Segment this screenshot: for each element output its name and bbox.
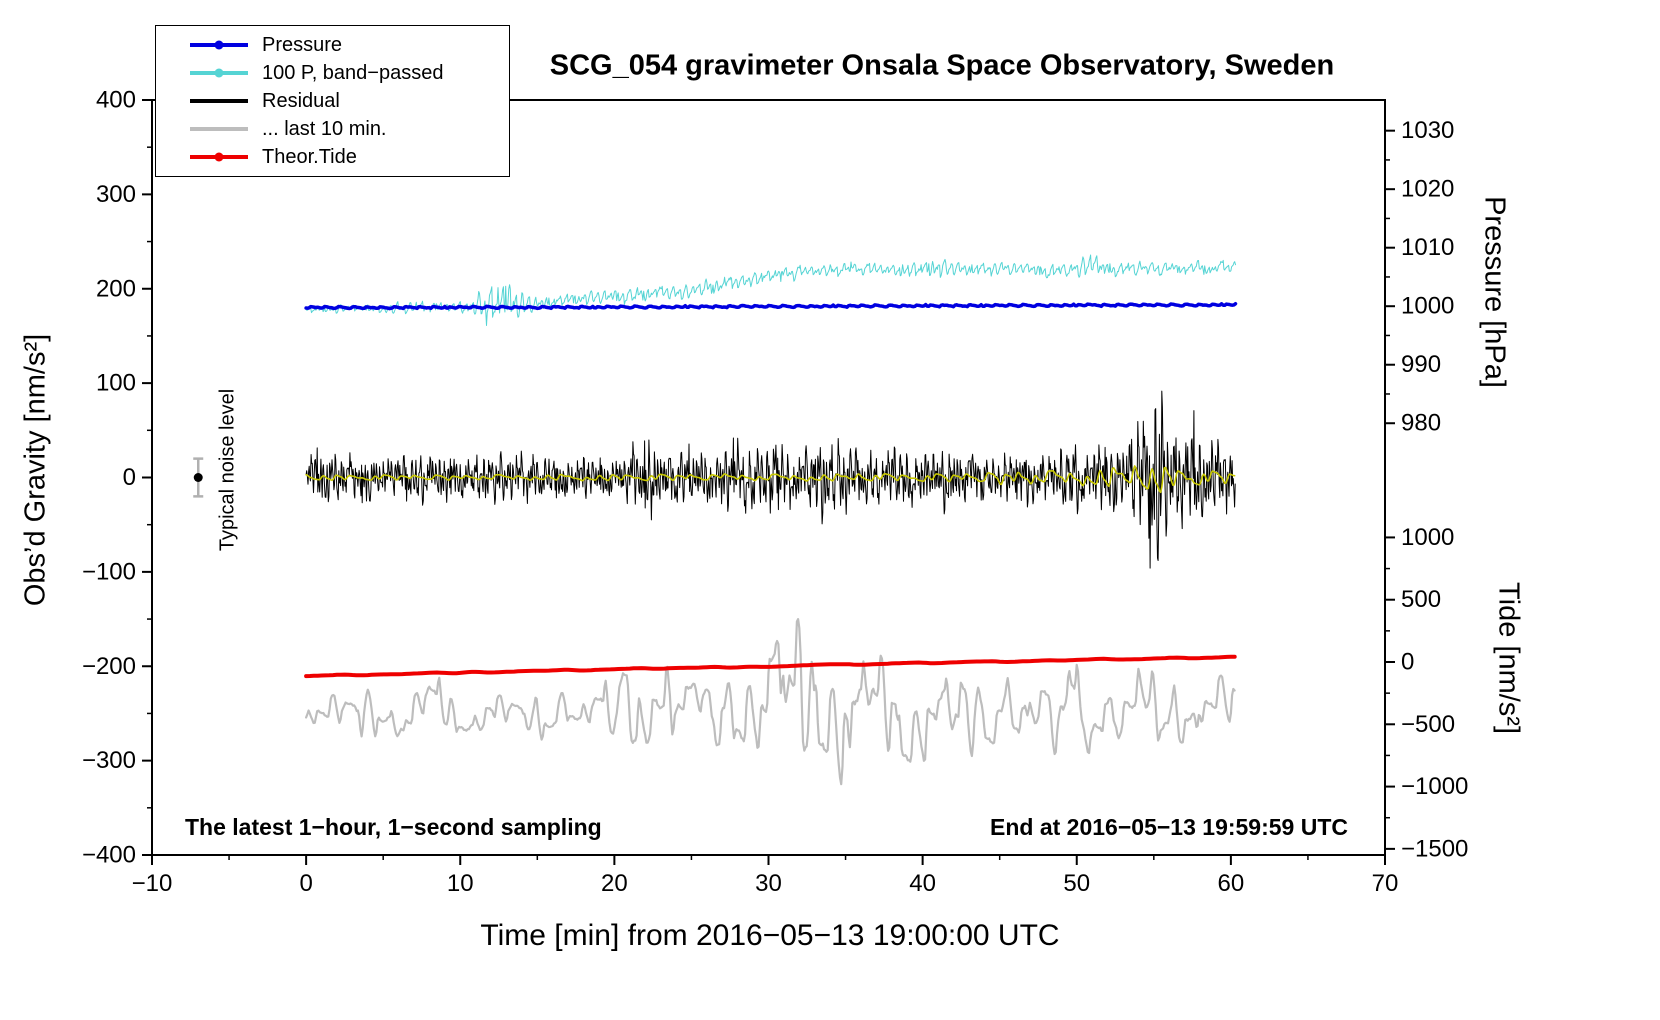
series-residual_last10: [305, 617, 1236, 786]
tide-tick-label: −1500: [1401, 835, 1468, 862]
y-axis-title-tide: Tide [nm/s²]: [1492, 581, 1525, 735]
legend-label: Residual: [262, 89, 340, 112]
legend-marker-icon: [190, 38, 248, 52]
legend-item-4: Theor.Tide: [156, 143, 509, 171]
noise-marker-dot: [193, 473, 203, 482]
y-tick-label: 200: [96, 275, 136, 302]
legend-marker-icon: [190, 66, 248, 80]
legend-marker-icon: [190, 122, 248, 136]
series-theor_tide: [304, 654, 1237, 679]
y-tick-label: −100: [82, 558, 136, 585]
legend-item-2: Residual: [156, 87, 509, 115]
annotation-end: End at 2016−05−13 19:59:59 UTC: [990, 814, 1348, 840]
legend-label: ... last 10 min.: [262, 117, 387, 140]
legend-item-3: ... last 10 min.: [156, 115, 509, 143]
legend-marker-icon: [190, 94, 248, 108]
x-tick-label: 10: [447, 870, 474, 897]
y-axis-title-gravity: Obs’d Gravity [nm/s²]: [19, 333, 52, 607]
tide-tick-label: 0: [1401, 649, 1414, 676]
x-tick-label: 20: [601, 870, 628, 897]
annotation-sampling: The latest 1−hour, 1−second sampling: [185, 814, 602, 840]
tide-tick-label: 500: [1401, 586, 1441, 613]
y-axis-title-pressure: Pressure [hPa]: [1478, 196, 1511, 388]
y-tick-label: 0: [123, 464, 136, 491]
legend-marker-icon: [190, 150, 248, 164]
x-tick-label: 70: [1372, 870, 1399, 897]
y-tick-label: 100: [96, 370, 136, 397]
x-tick-label: 0: [299, 870, 312, 897]
y-tick-label: −400: [82, 842, 136, 869]
series-pressure: [304, 301, 1238, 311]
noise-level-label: Typical noise level: [216, 388, 239, 552]
x-tick-label: 30: [755, 870, 782, 897]
legend-rows: Pressure 100 P, band−passed Residual ... la…: [156, 31, 509, 171]
pressure-tick-label: 1000: [1401, 293, 1454, 320]
pressure-tick-label: 1010: [1401, 234, 1454, 261]
legend: Pressure 100 P, band−passed Residual ... la…: [155, 25, 510, 177]
legend-label: Theor.Tide: [262, 145, 357, 168]
chart-title: SCG_054 gravimeter Onsala Space Observat…: [549, 49, 1335, 82]
series-residual_filtered: [305, 465, 1236, 494]
pressure-tick-label: 990: [1401, 351, 1441, 378]
legend-item-0: Pressure: [156, 31, 509, 59]
tide-tick-label: −1000: [1401, 773, 1468, 800]
legend-item-1: 100 P, band−passed: [156, 59, 509, 87]
pressure-tick-label: 1020: [1401, 176, 1454, 203]
x-tick-label: −10: [132, 870, 173, 897]
y-tick-label: 400: [96, 87, 136, 114]
y-tick-label: 300: [96, 181, 136, 208]
x-axis-title: Time [min] from 2016−05−13 19:00:00 UTC: [480, 919, 1060, 952]
y-tick-label: −200: [82, 653, 136, 680]
y-tick-label: −300: [82, 747, 136, 774]
x-tick-label: 50: [1063, 870, 1090, 897]
pressure-tick-label: 1030: [1401, 117, 1454, 144]
tide-tick-label: −500: [1401, 711, 1455, 738]
x-tick-label: 40: [909, 870, 936, 897]
legend-label: 100 P, band−passed: [262, 61, 444, 84]
tide-tick-label: 1000: [1401, 524, 1454, 551]
pressure-tick-label: 980: [1401, 410, 1441, 437]
legend-label: Pressure: [262, 33, 343, 56]
x-tick-label: 60: [1218, 870, 1245, 897]
series-band_passed: [305, 254, 1236, 326]
series-residual: [305, 390, 1236, 569]
